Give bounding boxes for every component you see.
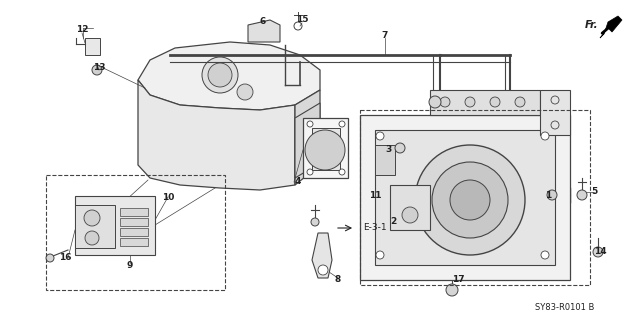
Circle shape: [46, 254, 54, 262]
Circle shape: [307, 169, 313, 175]
Circle shape: [376, 251, 384, 259]
Circle shape: [85, 231, 99, 245]
Polygon shape: [248, 20, 280, 42]
Polygon shape: [360, 115, 570, 280]
Circle shape: [440, 97, 450, 107]
Polygon shape: [375, 145, 395, 175]
Circle shape: [92, 65, 102, 75]
Text: 2: 2: [390, 218, 396, 227]
Text: 10: 10: [162, 193, 174, 202]
Polygon shape: [138, 80, 295, 190]
Circle shape: [450, 180, 490, 220]
Circle shape: [515, 97, 525, 107]
Text: 17: 17: [452, 276, 464, 284]
Circle shape: [402, 207, 418, 223]
Text: SY83-R0101 B: SY83-R0101 B: [535, 303, 595, 313]
Text: 8: 8: [335, 276, 341, 284]
Polygon shape: [312, 233, 332, 278]
Text: 5: 5: [591, 188, 597, 196]
Polygon shape: [120, 238, 148, 246]
Circle shape: [318, 265, 328, 275]
Polygon shape: [295, 103, 320, 178]
Circle shape: [307, 121, 313, 127]
Circle shape: [339, 121, 345, 127]
Circle shape: [465, 97, 475, 107]
Text: 13: 13: [93, 63, 105, 73]
Text: 11: 11: [369, 190, 382, 199]
Text: 16: 16: [59, 253, 71, 262]
Text: 4: 4: [295, 178, 301, 187]
Text: 3: 3: [385, 146, 391, 155]
Text: 14: 14: [594, 247, 606, 257]
Text: 6: 6: [260, 18, 266, 27]
Circle shape: [395, 143, 405, 153]
Circle shape: [339, 169, 345, 175]
Text: 15: 15: [296, 15, 308, 25]
Polygon shape: [120, 218, 148, 226]
Polygon shape: [540, 90, 570, 135]
Circle shape: [541, 132, 549, 140]
Polygon shape: [430, 90, 540, 115]
Circle shape: [376, 132, 384, 140]
Circle shape: [446, 284, 458, 296]
Circle shape: [84, 210, 100, 226]
Polygon shape: [303, 118, 348, 178]
Circle shape: [577, 190, 587, 200]
Circle shape: [311, 218, 319, 226]
Text: 9: 9: [127, 260, 133, 269]
Polygon shape: [75, 196, 155, 255]
Polygon shape: [120, 228, 148, 236]
Circle shape: [208, 63, 232, 87]
Bar: [360, 110, 590, 285]
Bar: [46, 175, 225, 290]
Polygon shape: [75, 205, 115, 248]
Polygon shape: [390, 185, 430, 230]
Polygon shape: [295, 90, 320, 185]
Text: E-3-1: E-3-1: [363, 223, 387, 233]
Polygon shape: [375, 130, 555, 265]
Polygon shape: [312, 128, 340, 170]
Circle shape: [541, 251, 549, 259]
Polygon shape: [600, 16, 622, 38]
Circle shape: [202, 57, 238, 93]
Text: Fr.: Fr.: [585, 20, 599, 30]
Circle shape: [415, 145, 525, 255]
Circle shape: [305, 130, 345, 170]
Circle shape: [432, 162, 508, 238]
Text: 1: 1: [545, 190, 551, 199]
Polygon shape: [120, 208, 148, 216]
Text: 12: 12: [76, 26, 89, 35]
Circle shape: [593, 247, 603, 257]
Text: 7: 7: [382, 30, 388, 39]
Polygon shape: [85, 38, 100, 55]
Circle shape: [547, 190, 557, 200]
Circle shape: [237, 84, 253, 100]
Polygon shape: [138, 42, 320, 110]
Circle shape: [490, 97, 500, 107]
Circle shape: [429, 96, 441, 108]
